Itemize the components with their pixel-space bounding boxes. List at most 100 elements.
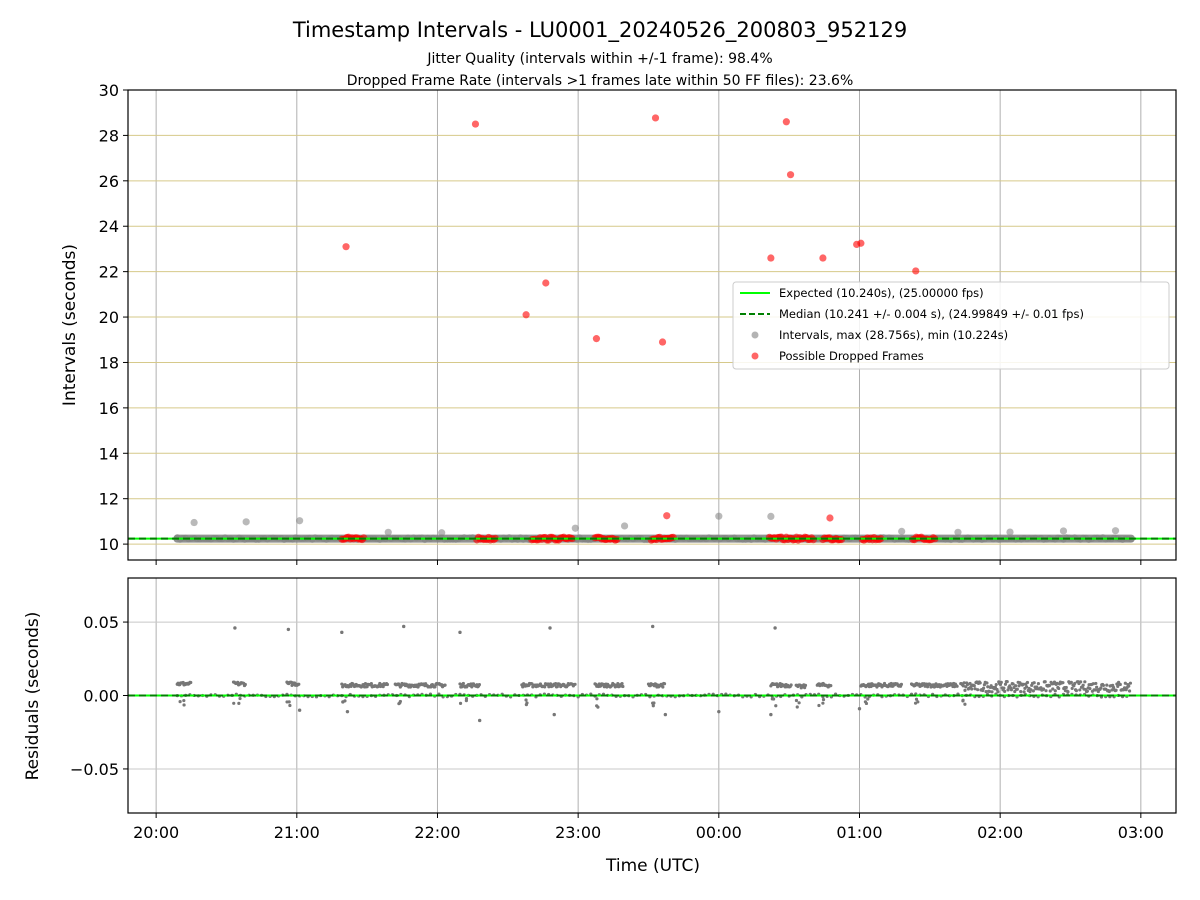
residual-point: [1111, 685, 1116, 690]
residual-point: [773, 626, 777, 630]
interval-point: [242, 518, 250, 526]
intervals-y-tick-label: 14: [99, 444, 119, 463]
residual-point: [521, 685, 525, 689]
residual-point: [978, 681, 982, 685]
residual-point: [555, 684, 559, 689]
residual-point: [857, 707, 862, 711]
residual-point: [1114, 688, 1118, 692]
residuals-y-tick-label: 0.05: [83, 613, 119, 632]
legend-dropped-label: Possible Dropped Frames: [779, 349, 924, 363]
residual-point: [972, 684, 976, 688]
intervals-y-tick-label: 18: [99, 353, 119, 372]
residual-point: [286, 627, 291, 632]
residual-point: [345, 709, 350, 714]
residual-point: [363, 682, 368, 686]
legend-intervals-swatch: [751, 331, 759, 339]
dropped-frame-point: [782, 118, 790, 126]
dropped-frame-point: [663, 512, 671, 520]
residual-point: [1085, 689, 1089, 693]
residual-point: [596, 705, 600, 709]
interval-point: [384, 528, 392, 536]
residual-point: [1061, 681, 1065, 685]
residual-point: [976, 688, 980, 692]
interval-point: [1111, 527, 1120, 535]
residual-point: [789, 683, 793, 687]
residual-point: [1031, 689, 1035, 693]
interval-point: [571, 524, 579, 532]
dropped-frame-point: [767, 254, 775, 262]
residual-point: [530, 682, 534, 686]
residual-point: [774, 704, 778, 708]
residual-point: [548, 626, 552, 630]
interval-point: [1059, 527, 1068, 535]
dropped-frame-point: [342, 243, 350, 251]
legend-median-label: Median (10.241 +/- 0.004 s), (24.99849 +…: [779, 307, 1084, 321]
residual-point: [821, 697, 826, 702]
residual-point: [1123, 681, 1127, 685]
residual-point: [341, 700, 345, 704]
residual-point: [964, 685, 968, 689]
residual-point: [1094, 681, 1098, 686]
residual-point: [477, 718, 482, 723]
interval-point: [715, 512, 723, 520]
residual-point: [1069, 680, 1073, 684]
residual-point: [385, 682, 389, 687]
residual-point: [1025, 685, 1029, 689]
residual-point: [1127, 684, 1131, 688]
interval-point: [954, 528, 962, 536]
residual-point: [769, 712, 773, 717]
intervals-y-tick-label: 26: [99, 172, 119, 191]
legend: Expected (10.240s), (25.00000 fps) Media…: [732, 281, 1170, 370]
residual-point: [1053, 689, 1057, 693]
residual-point: [803, 683, 808, 687]
intervals-y-tick-label: 30: [99, 81, 119, 100]
x-tick-label: 22:00: [414, 823, 460, 842]
residual-point: [369, 682, 373, 686]
residual-point: [1107, 689, 1111, 694]
residual-point: [243, 682, 247, 687]
residual-point: [1014, 684, 1018, 688]
residuals-y-axis-title: Residuals (seconds): [23, 612, 43, 781]
dropped-frame-point: [786, 171, 795, 179]
x-tick-label: 20:00: [133, 823, 179, 842]
residual-point: [1110, 688, 1114, 692]
interval-point: [438, 529, 446, 537]
intervals-y-tick-label: 22: [99, 263, 119, 282]
residual-point: [955, 684, 959, 688]
dropped-frame-point: [658, 338, 667, 346]
residual-point: [232, 701, 236, 705]
intervals-plot-frame: [127, 89, 1177, 561]
residual-point: [349, 684, 353, 688]
residual-point: [1048, 689, 1052, 693]
dropped-frame-point: [826, 514, 834, 522]
dropped-frame-point: [857, 239, 865, 247]
intervals-y-tick-label: 24: [99, 217, 119, 236]
legend-dropped-swatch: [751, 352, 759, 360]
residual-point: [717, 709, 721, 714]
residual-point: [987, 689, 992, 694]
dropped-frame-point: [912, 267, 920, 275]
residual-point: [1003, 689, 1007, 693]
interval-point: [898, 527, 906, 535]
residual-point: [889, 681, 893, 686]
dropped-frame-point: [522, 311, 530, 319]
residual-point: [238, 696, 242, 701]
residual-point: [233, 626, 237, 630]
x-tick-label: 00:00: [696, 823, 742, 842]
interval-point: [1006, 528, 1014, 536]
residual-point: [181, 680, 185, 685]
intervals-plot: 10 12 14 16 18 20 22 24 26 28 30 Intervals (second…: [60, 81, 1177, 565]
residual-point: [1118, 682, 1122, 687]
residual-point: [285, 700, 289, 704]
residual-point: [1101, 683, 1106, 688]
residual-point: [1105, 683, 1109, 687]
interval-point: [620, 522, 629, 530]
residual-point: [340, 630, 344, 635]
residual-point: [1021, 682, 1025, 686]
residual-point: [1006, 688, 1010, 692]
residual-point: [1070, 686, 1074, 691]
residual-point: [1083, 680, 1087, 684]
residual-point: [996, 690, 1000, 694]
residual-point: [573, 682, 577, 686]
